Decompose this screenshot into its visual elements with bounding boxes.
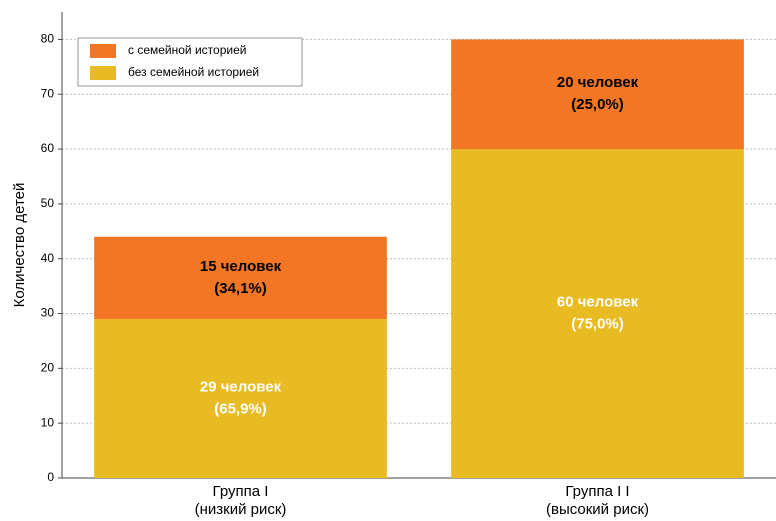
bar-segment (451, 149, 744, 478)
y-tick-label: 10 (41, 415, 55, 429)
legend-label: с семейной историей (128, 43, 246, 57)
y-tick-label: 30 (41, 306, 55, 320)
y-tick-label: 80 (41, 32, 55, 46)
legend-swatch (90, 44, 116, 58)
x-tick-label: (высокий риск) (546, 501, 649, 518)
data-label: (65,9%) (214, 400, 267, 417)
y-tick-label: 60 (41, 141, 55, 155)
data-label: 20 человек (557, 74, 639, 91)
x-tick-label: (низкий риск) (195, 501, 287, 518)
data-label: 60 человек (557, 293, 639, 310)
x-tick-label: Группа I I (565, 483, 629, 500)
bar-segment (94, 319, 387, 478)
legend-label: без семейной историей (128, 65, 259, 79)
data-label: (25,0%) (571, 96, 624, 113)
bar-segment (451, 39, 744, 150)
bar-segment (94, 236, 387, 320)
y-axis-label: Количество детей (11, 183, 28, 308)
y-tick-label: 0 (47, 470, 54, 484)
data-label: (34,1%) (214, 280, 267, 297)
x-tick-label: Группа I (213, 483, 269, 500)
data-label: 15 человек (200, 258, 282, 275)
data-label: 29 человек (200, 378, 282, 395)
y-tick-label: 20 (41, 361, 55, 375)
legend-swatch (90, 66, 116, 80)
y-tick-label: 50 (41, 196, 55, 210)
data-label: (75,0%) (571, 315, 624, 332)
y-tick-label: 70 (41, 86, 55, 100)
y-tick-label: 40 (41, 251, 55, 265)
